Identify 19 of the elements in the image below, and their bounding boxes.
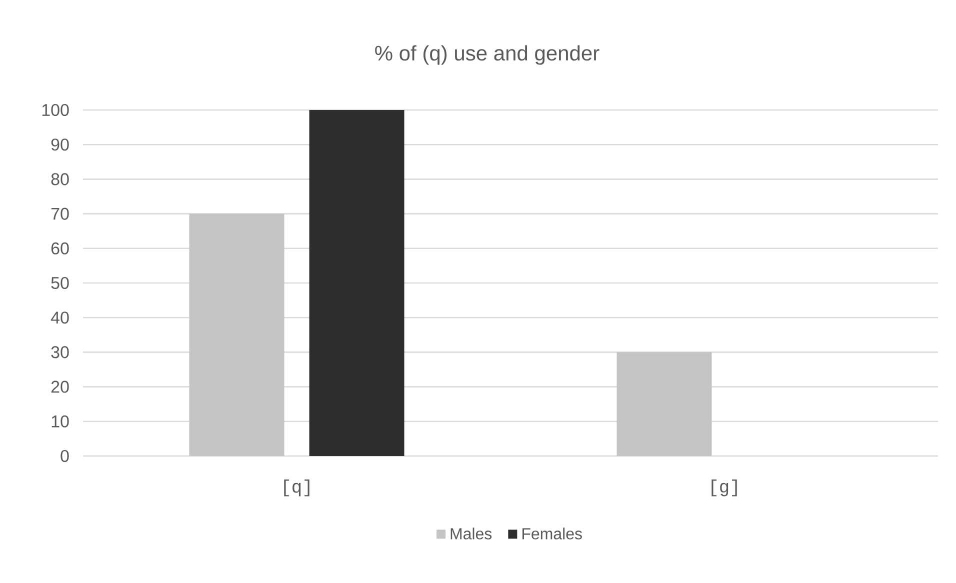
bar (309, 110, 404, 456)
y-tick-label: 30 (51, 346, 69, 358)
bar (189, 214, 284, 456)
y-tick-label: 90 (51, 138, 69, 151)
x-tick-label: [q] (284, 480, 310, 496)
legend-label: Males (450, 528, 492, 540)
y-tick-label: 40 (50, 312, 69, 324)
legend-label: Females (522, 528, 582, 540)
y-tick-label: 70 (51, 208, 69, 220)
y-tick-label: 20 (51, 380, 69, 393)
y-tick-label: 50 (51, 276, 69, 290)
y-tick-label: 80 (51, 173, 69, 186)
y-tick-label: 60 (51, 242, 69, 254)
x-tick-label: [g] (712, 480, 737, 496)
bar (616, 352, 712, 456)
y-tick-label: 0 (60, 450, 69, 462)
chart-title: % of (q) use and gender (375, 45, 600, 65)
y-tick-label: 100 (42, 104, 69, 116)
y-tick-label: 10 (52, 415, 69, 428)
